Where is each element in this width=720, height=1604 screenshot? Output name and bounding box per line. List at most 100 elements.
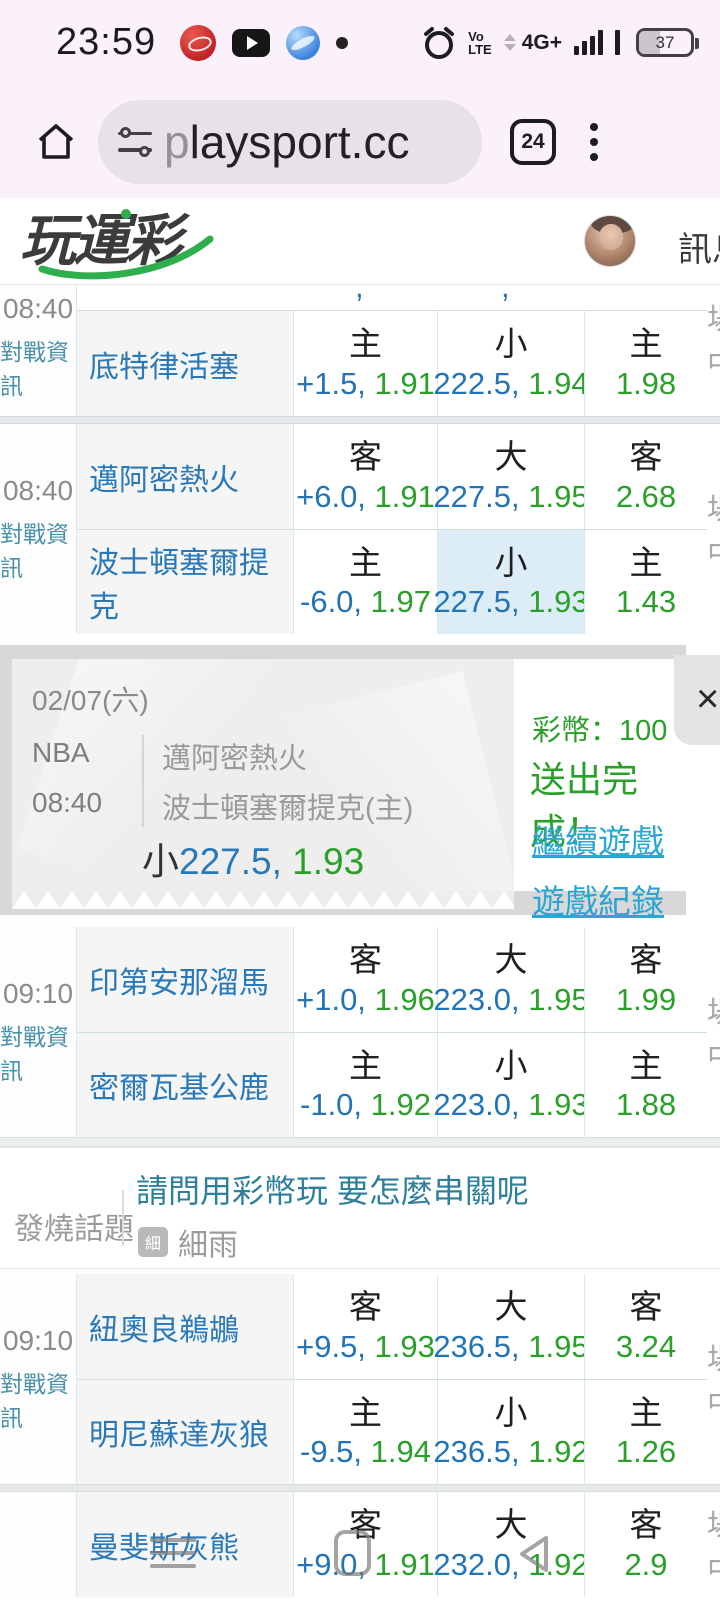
moneyline-bet-cell[interactable]: 主 1.43 <box>584 530 707 634</box>
moneyline-bet-cell[interactable]: 客 2.68 <box>584 424 707 529</box>
avatar[interactable] <box>584 215 636 267</box>
browser-sphere-icon <box>286 25 321 60</box>
spread-bet-cell[interactable]: 主 +1.5, 1.91 <box>293 311 437 416</box>
team-row: 底特律活塞 主 +1.5, 1.91 小 222.5, 1.94 主 1.98 <box>77 311 707 416</box>
total-bet-cell[interactable]: 大 232.0, 1.92 <box>433 1492 589 1597</box>
bet-ticket: 02/07(六) NBA 08:40 邁阿密熱火 波士頓塞爾提克(主) 小227… <box>12 659 686 920</box>
team-name-link[interactable]: 波士頓塞爾提克 <box>77 530 293 634</box>
game-time: 09:10 <box>2 1325 74 1356</box>
total-bet-cell[interactable]: 小 222.5, 1.94 <box>433 311 589 416</box>
game-time-column <box>0 1492 77 1597</box>
game-block: 09:10 對戰資訊 印第安那溜馬 客 +1.0, 1.96 大 223.0, … <box>0 927 720 1137</box>
author-badge: 細 <box>138 1227 168 1257</box>
total-bet-cell[interactable]: 小 227.5, 1.93 <box>433 530 589 634</box>
battery-icon: 37 <box>636 28 699 57</box>
total-bet-cell[interactable]: 大 223.0, 1.95 <box>433 927 589 1032</box>
spread-bet-cell[interactable]: 客 +1.0, 1.96 <box>293 927 437 1032</box>
team-row: 明尼蘇達灰狼 主 -9.5, 1.94 小 236.5, 1.92 主 1.26 <box>77 1379 707 1484</box>
battery-percent: 37 <box>655 32 675 52</box>
clipped-row: ,, <box>77 285 707 311</box>
game-history-link[interactable]: 遊戲紀錄 <box>532 883 664 920</box>
bet-coins: 彩幣：100 <box>532 715 668 747</box>
matchup-info-link[interactable]: 對戰資訊 <box>0 1024 69 1084</box>
spread-bet-cell[interactable]: 主 -1.0, 1.92 <box>293 1033 437 1137</box>
game-time-column: 09:10 對戰資訊 <box>0 1274 77 1484</box>
game-block: 08:40 對戰資訊 ,, 底特律活塞 主 +1.5, 1.91 小 222.5… <box>0 285 720 416</box>
team-name-link[interactable]: 密爾瓦基公鹿 <box>77 1033 293 1137</box>
url-bar[interactable]: playsport.cc <box>98 99 482 184</box>
team-row: 紐奧良鵜鶘 客 +9.5, 1.93 大 236.5, 1.95 客 3.24 <box>77 1274 707 1379</box>
volte-indicator: Vo LTE <box>468 28 492 57</box>
team-row: 密爾瓦基公鹿 主 -1.0, 1.92 小 223.0, 1.93 主 1.88 <box>77 1032 707 1137</box>
matchup-info-link[interactable]: 對戰資訊 <box>0 339 69 399</box>
close-button[interactable]: × <box>674 655 720 745</box>
clock: 23:59 <box>56 21 157 63</box>
spread-bet-cell[interactable]: 客 +9.5, 1.93 <box>293 1274 437 1379</box>
spread-bet-cell[interactable]: 客 +6.0, 1.91 <box>293 424 437 529</box>
bet-league: NBA <box>32 737 90 768</box>
moneyline-bet-cell[interactable]: 主 1.26 <box>584 1380 707 1484</box>
status-right: Vo LTE 4G+ 37 <box>422 26 699 60</box>
hot-topic-label: 發燒話題 <box>14 1213 134 1246</box>
moneyline-bet-cell[interactable]: 客 1.99 <box>584 927 707 1032</box>
team-row: 邁阿密熱火 客 +6.0, 1.91 大 227.5, 1.95 客 2.68 <box>77 424 707 529</box>
matchup-info-link[interactable]: 對戰資訊 <box>0 521 69 581</box>
game-time: 09:10 <box>2 978 74 1009</box>
bet-away-team: 邁阿密熱火 <box>162 743 308 775</box>
tab-count: 24 <box>521 129 545 153</box>
team-name-link[interactable]: 底特律活塞 <box>77 311 293 416</box>
game-time-column: 08:40 對戰資訊 <box>0 424 77 634</box>
dot-icon <box>336 36 349 49</box>
close-icon: × <box>696 677 720 721</box>
total-bet-cell[interactable]: 小 223.0, 1.93 <box>433 1033 589 1137</box>
clipped-column: 場中 <box>707 285 720 416</box>
moneyline-bet-cell[interactable]: 客 3.24 <box>584 1274 707 1379</box>
data-activity-icon <box>503 34 516 51</box>
matchup-info-link[interactable]: 對戰資訊 <box>0 1371 69 1431</box>
total-bet-cell[interactable]: 大 236.5, 1.95 <box>433 1274 589 1379</box>
team-name-link[interactable]: 曼斐斯灰熊 <box>77 1492 293 1597</box>
game-time: 08:40 <box>2 475 74 506</box>
clipped-column: 場中 <box>707 424 720 634</box>
game-block: 09:10 對戰資訊 紐奧良鵜鶘 客 +9.5, 1.93 大 236.5, 1… <box>0 1274 720 1484</box>
divider <box>122 1190 124 1246</box>
spread-bet-cell[interactable]: 客 +9.0, 1.91 <box>293 1492 437 1597</box>
team-row: 波士頓塞爾提克 主 -6.0, 1.97 小 227.5, 1.93 主 1.4… <box>77 529 707 634</box>
game-block: 08:40 對戰資訊 邁阿密熱火 客 +6.0, 1.91 大 227.5, 1… <box>0 424 720 634</box>
author-name: 細雨 <box>178 1229 238 1262</box>
tab-switcher-button[interactable]: 24 <box>510 118 556 165</box>
bet-slip-overlay: 02/07(六) NBA 08:40 邁阿密熱火 波士頓塞爾提克(主) 小227… <box>0 645 720 920</box>
total-bet-cell[interactable]: 小 236.5, 1.92 <box>433 1380 589 1484</box>
notification-icons <box>180 24 349 61</box>
team-row: 曼斐斯灰熊 客 +9.0, 1.91 大 232.0, 1.92 客 2.9 <box>77 1492 707 1597</box>
url-text[interactable]: playsport.cc <box>164 115 410 168</box>
team-name-link[interactable]: 邁阿密熱火 <box>77 424 293 529</box>
spread-bet-cell[interactable]: 主 -6.0, 1.97 <box>293 530 437 634</box>
team-row: 印第安那溜馬 客 +1.0, 1.96 大 223.0, 1.95 客 1.99 <box>77 927 707 1032</box>
bet-pick: 小227.5, 1.93 <box>142 841 365 882</box>
moneyline-bet-cell[interactable]: 主 1.88 <box>584 1033 707 1137</box>
team-name-link[interactable]: 紐奧良鵜鶘 <box>77 1274 293 1379</box>
moneyline-bet-cell[interactable]: 客 2.9 <box>584 1492 707 1597</box>
site-logo[interactable]: 玩運彩 <box>20 209 214 280</box>
header-messages-link[interactable]: 訊息 <box>678 231 720 269</box>
app-notification-icon <box>180 24 217 61</box>
signal-bars-icon <box>574 30 603 55</box>
bet-time: 08:40 <box>32 787 103 818</box>
spread-bet-cell[interactable]: 主 -9.5, 1.94 <box>293 1380 437 1484</box>
tune-icon[interactable] <box>118 126 152 157</box>
game-block: 曼斐斯灰熊 客 +9.0, 1.91 大 232.0, 1.92 客 2.9 場… <box>0 1492 720 1597</box>
kebab-menu-button[interactable] <box>590 122 598 161</box>
total-bet-cell[interactable]: 大 227.5, 1.95 <box>433 424 589 529</box>
divider <box>142 735 144 827</box>
team-name-link[interactable]: 明尼蘇達灰狼 <box>77 1380 293 1484</box>
network-type: 4G+ <box>521 30 562 54</box>
moneyline-bet-cell[interactable]: 主 1.98 <box>584 311 707 416</box>
home-icon[interactable] <box>34 120 78 164</box>
hot-topic-title[interactable]: 請問用彩幣玩 要怎麼串關呢 <box>136 1173 529 1209</box>
team-name-link[interactable]: 印第安那溜馬 <box>77 927 293 1032</box>
status-bar: 23:59 Vo LTE 4G+ 37 <box>0 0 720 85</box>
logo-swoosh <box>38 209 214 280</box>
continue-game-link[interactable]: 繼續遊戲 <box>532 823 664 860</box>
youtube-icon <box>232 28 271 57</box>
